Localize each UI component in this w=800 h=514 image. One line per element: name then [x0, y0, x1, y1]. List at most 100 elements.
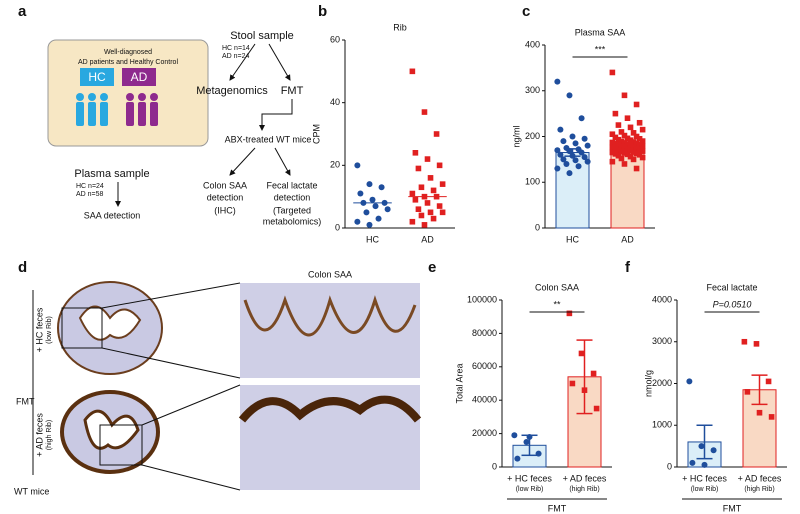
point: [357, 190, 364, 197]
point: [615, 152, 622, 159]
point: [412, 150, 419, 156]
point: [612, 141, 619, 147]
point: [621, 161, 628, 167]
point: [560, 156, 567, 163]
point: [639, 143, 646, 149]
point: [526, 433, 533, 440]
point: [609, 139, 616, 146]
point: [554, 165, 561, 172]
point: [618, 138, 625, 145]
bar: [555, 152, 590, 229]
readout: detection: [207, 192, 244, 202]
readout: (IHC): [214, 205, 236, 215]
point: [612, 151, 619, 157]
stool-title: Stool sample: [230, 30, 294, 42]
point: [609, 69, 616, 76]
point: [366, 221, 373, 228]
point: [624, 146, 631, 153]
point: [741, 338, 748, 345]
point: [366, 181, 373, 188]
readout: metabolomics): [263, 216, 322, 226]
point: [609, 149, 616, 156]
people-icon: [76, 93, 108, 126]
panel-labels: a b c d e f: [18, 3, 631, 276]
point: [378, 184, 385, 191]
people-icon: [126, 93, 158, 126]
x-tick-label: HC: [366, 234, 379, 244]
point: [418, 212, 425, 219]
point: [633, 145, 640, 152]
footer: WT mice: [14, 486, 49, 496]
cohort-box: [47, 39, 209, 147]
point: [615, 136, 622, 143]
group-label: FMT: [723, 503, 742, 513]
significance: P=0.0510: [713, 299, 752, 309]
arrow: [268, 43, 291, 81]
point: [615, 147, 622, 154]
point: [639, 148, 646, 154]
y-tick-label: 0: [535, 222, 540, 232]
panel-label: b: [318, 3, 327, 20]
point: [609, 158, 616, 165]
group-label: HC: [88, 70, 106, 84]
significance: **: [553, 299, 561, 309]
point: [636, 141, 643, 148]
x-tick-note: (high Rib): [569, 486, 599, 493]
point: [593, 405, 600, 412]
zoom-line: [101, 282, 241, 309]
point: [569, 133, 576, 140]
point: [633, 165, 640, 172]
point: [636, 146, 643, 153]
point: [560, 138, 567, 145]
readout: detection: [274, 192, 311, 202]
tissue-edge: [238, 395, 422, 423]
y-axis-label: nmol/g: [643, 370, 653, 397]
point: [581, 135, 588, 142]
point: [421, 109, 428, 115]
arrow: [259, 99, 293, 131]
y-tick-label: 4000: [652, 294, 672, 304]
y-tick-label: 20000: [472, 428, 497, 438]
point: [409, 68, 416, 75]
point: [409, 190, 416, 197]
point: [578, 115, 585, 122]
y-tick-label: 2000: [652, 378, 672, 388]
zoom-line: [101, 347, 241, 379]
point: [369, 196, 376, 203]
stool-count: AD n=24: [222, 53, 250, 60]
y-axis-label: ng/ml: [511, 125, 521, 147]
point: [618, 148, 625, 155]
point: [566, 92, 573, 99]
point: [430, 187, 437, 194]
point: [418, 184, 425, 191]
point: [633, 140, 640, 147]
point: [618, 129, 625, 135]
readout: Fecal lactate: [266, 180, 317, 190]
point: [627, 153, 634, 160]
plasma-count: HC n=24: [76, 183, 104, 190]
readout: (Targeted: [273, 205, 311, 215]
y-tick-label: 200: [525, 131, 540, 141]
point: [624, 115, 631, 121]
point: [615, 122, 622, 128]
chart-title: Rib: [393, 22, 407, 32]
row-note: (high Rib): [46, 420, 53, 450]
point: [572, 157, 579, 164]
stool-count: HC n=14: [222, 45, 250, 52]
point: [689, 459, 696, 466]
x-tick-label: AD: [421, 234, 434, 244]
point: [439, 181, 446, 187]
point: [384, 206, 391, 213]
point: [375, 215, 382, 222]
point: [415, 165, 422, 172]
point: [633, 101, 640, 108]
point: [621, 92, 628, 99]
group-label: FMT: [16, 396, 35, 406]
point: [630, 149, 637, 155]
y-tick-label: 20: [330, 160, 340, 170]
point: [630, 156, 637, 163]
branch: Metagenomics: [196, 85, 268, 97]
panel-label: c: [522, 3, 530, 20]
micrograph-title: Colon SAA: [308, 269, 352, 279]
y-tick-label: 0: [335, 222, 340, 232]
